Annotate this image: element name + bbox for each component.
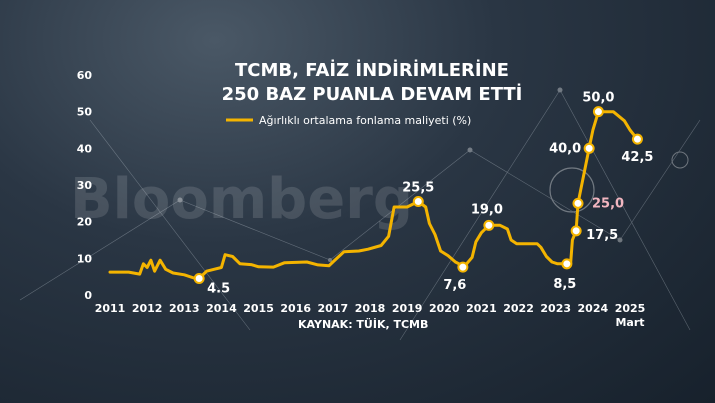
x-axis: 2011 2012 2013 2014 2015 2016 2017 2018 2019 2020… bbox=[95, 302, 646, 329]
data-point-marker bbox=[572, 197, 584, 209]
y-tick-label: 30 bbox=[77, 179, 93, 192]
chart-title-line2: 250 BAZ PUANLA DEVAM ETTİ bbox=[222, 83, 523, 105]
legend: Ağırlıklı ortalama fonlama maliyeti (%) bbox=[226, 114, 471, 127]
x-tick-label: 2020 bbox=[429, 302, 460, 315]
data-label: 17,5 bbox=[586, 228, 618, 243]
x-tick-label: 2012 bbox=[132, 302, 163, 315]
x-tick-label: 2016 bbox=[280, 302, 311, 315]
data-label: 25,0 bbox=[592, 196, 624, 211]
y-tick-label: 0 bbox=[84, 289, 92, 302]
y-axis: 0 10 20 30 40 50 60 bbox=[77, 69, 93, 302]
data-point-marker bbox=[193, 273, 205, 284]
x-tick-label: 2023 bbox=[540, 302, 571, 315]
chart-title-line1: TCMB, FAİZ İNDİRİMLERİNE bbox=[235, 59, 509, 81]
x-tick-label: 2025 bbox=[615, 302, 646, 315]
watermark-text: Bloomberg bbox=[70, 167, 413, 232]
x-tick-label: 2019 bbox=[392, 302, 423, 315]
data-point-marker bbox=[592, 106, 604, 118]
x-tick-label: 2015 bbox=[243, 302, 274, 315]
legend-label: Ağırlıklı ortalama fonlama maliyeti (%) bbox=[259, 114, 471, 127]
x-tick-label: 2017 bbox=[318, 302, 349, 315]
x-tick-label: 2018 bbox=[355, 302, 386, 315]
y-tick-label: 50 bbox=[77, 106, 93, 119]
data-label: 50,0 bbox=[582, 91, 614, 106]
x-tick-label: 2024 bbox=[578, 302, 609, 315]
data-point-marker bbox=[457, 261, 469, 273]
data-label: 19,0 bbox=[471, 202, 503, 217]
data-label: 7,6 bbox=[443, 278, 466, 293]
x-tick-label: 2011 bbox=[95, 302, 126, 315]
source-text: KAYNAK: TÜİK, TCMB bbox=[298, 317, 428, 331]
background-network bbox=[19, 87, 701, 341]
x-tick-label: 2013 bbox=[169, 302, 200, 315]
data-point-marker bbox=[631, 133, 643, 145]
annotations-layer: 4.5 25,5 7,6 19,0 8,5 17,5 25,0 40,0 50,0 42,5 bbox=[207, 91, 653, 297]
data-point-marker bbox=[412, 196, 424, 207]
x-tick-sublabel: Mart bbox=[615, 316, 644, 329]
data-label: 25,5 bbox=[402, 181, 434, 196]
markers-layer bbox=[193, 106, 643, 284]
y-tick-label: 20 bbox=[77, 216, 93, 229]
x-tick-label: 2022 bbox=[503, 302, 534, 315]
data-label: 4.5 bbox=[207, 282, 230, 297]
x-tick-label: 2021 bbox=[466, 302, 497, 315]
data-point-marker bbox=[483, 219, 495, 231]
y-tick-label: 10 bbox=[77, 252, 93, 265]
y-tick-label: 60 bbox=[77, 69, 93, 82]
x-tick-label: 2014 bbox=[206, 302, 237, 315]
data-label: 40,0 bbox=[549, 141, 581, 156]
y-tick-label: 40 bbox=[77, 142, 93, 155]
data-label: 8,5 bbox=[553, 277, 576, 292]
data-point-marker bbox=[583, 142, 595, 154]
data-point-marker bbox=[570, 225, 582, 237]
data-label: 42,5 bbox=[621, 150, 653, 165]
data-point-marker bbox=[561, 258, 573, 270]
